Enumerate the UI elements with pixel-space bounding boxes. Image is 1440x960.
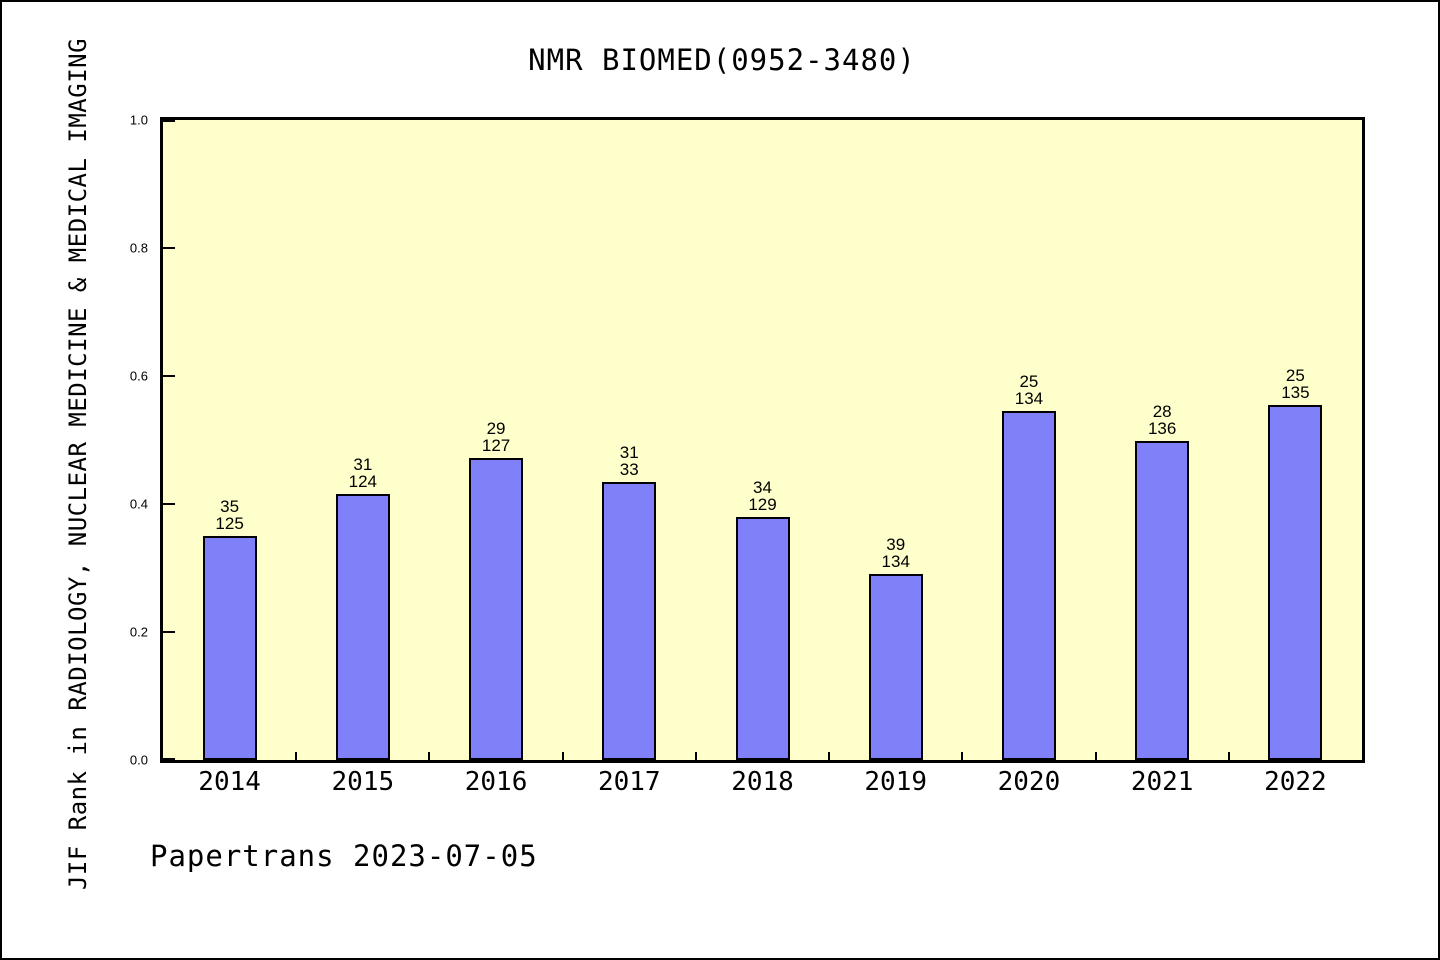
bar-value-label-2018: 34 129 <box>748 479 776 513</box>
bar-rank-value: 25 <box>1019 372 1039 391</box>
bar-value-label-2019: 39 134 <box>882 536 910 570</box>
x-axis-minor-tick <box>561 752 564 760</box>
y-axis-tick-mark <box>163 503 175 505</box>
plot-area: 35 125 31 124 29 127 31 33 34 129 39 134 25 134 28 136 2… <box>160 117 1365 763</box>
y-axis-tick-mark <box>163 631 175 633</box>
bar-value-label-2016: 29 127 <box>482 420 510 454</box>
bar-total-value: 129 <box>748 495 777 514</box>
bar-rank-value: 31 <box>619 443 639 462</box>
y-tick-label-1.0: 1.0 <box>129 112 148 128</box>
x-axis-minor-tick <box>961 752 964 760</box>
chart-title: NMR BIOMED(0952-3480) <box>528 43 916 77</box>
bar-2020 <box>1001 411 1056 760</box>
x-tick-label-2015: 2015 <box>331 767 395 797</box>
x-axis-minor-tick <box>1227 752 1230 760</box>
bar-rank-value: 28 <box>1152 402 1172 421</box>
bar-value-label-2014: 35 125 <box>215 498 243 532</box>
x-tick-label-2021: 2021 <box>1130 767 1194 797</box>
bar-value-label-2020: 25 134 <box>1015 373 1043 407</box>
bar-2019 <box>868 574 923 760</box>
y-tick-label-0.2: 0.2 <box>129 624 148 640</box>
bar-value-label-2022: 25 135 <box>1281 367 1309 401</box>
bar-total-value: 124 <box>348 472 378 491</box>
bar-2017 <box>602 482 657 760</box>
bar-rank-value: 35 <box>220 497 240 516</box>
x-tick-label-2020: 2020 <box>997 767 1061 797</box>
bar-total-value: 135 <box>1281 383 1310 402</box>
bar-value-label-2017: 31 33 <box>620 444 639 478</box>
y-axis-tick-mark <box>163 247 175 249</box>
watermark-text: Papertrans 2023-07-05 <box>150 839 538 873</box>
bar-value-label-2021: 28 136 <box>1148 403 1176 437</box>
bar-total-value: 134 <box>881 552 910 571</box>
x-tick-label-2019: 2019 <box>864 767 928 797</box>
x-axis-minor-tick <box>828 752 831 760</box>
bar-2015 <box>335 494 390 760</box>
bar-total-value: 125 <box>215 514 244 533</box>
x-axis-minor-tick <box>428 752 431 760</box>
bar-2018 <box>735 517 790 760</box>
x-axis-minor-tick <box>694 752 697 760</box>
bar-value-label-2015: 31 124 <box>349 456 377 490</box>
bar-rank-value: 25 <box>1285 366 1305 385</box>
bar-rank-value: 39 <box>886 535 906 554</box>
y-tick-label-0.4: 0.4 <box>129 496 148 512</box>
x-axis-minor-tick <box>295 752 298 760</box>
bar-total-value: 134 <box>1014 389 1044 408</box>
y-tick-label-0.8: 0.8 <box>129 240 148 256</box>
bar-rank-value: 34 <box>753 478 772 497</box>
y-tick-label-0.0: 0.0 <box>129 752 148 768</box>
bar-rank-value: 29 <box>486 419 506 438</box>
bar-rank-value: 31 <box>353 455 373 474</box>
y-axis-tick-mark <box>163 120 175 122</box>
x-axis-minor-tick <box>1094 752 1097 760</box>
x-tick-label-2016: 2016 <box>464 767 528 797</box>
bar-2016 <box>469 458 524 760</box>
y-axis-label: JIF Rank in RADIOLOGY, NUCLEAR MEDICINE … <box>64 37 92 891</box>
bar-2014 <box>202 536 257 760</box>
x-tick-label-2017: 2017 <box>597 767 661 797</box>
x-tick-label-2018: 2018 <box>731 767 794 797</box>
y-axis-tick-mark <box>163 758 175 760</box>
bar-2021 <box>1135 441 1190 760</box>
bar-total-value: 136 <box>1147 419 1177 438</box>
x-tick-label-2014: 2014 <box>198 767 261 797</box>
y-axis-tick-mark <box>163 375 175 377</box>
x-tick-label-2022: 2022 <box>1264 767 1327 797</box>
bar-total-value: 33 <box>619 460 639 479</box>
bar-total-value: 127 <box>481 436 511 455</box>
bar-2022 <box>1268 405 1323 760</box>
y-tick-label-0.6: 0.6 <box>129 368 148 384</box>
